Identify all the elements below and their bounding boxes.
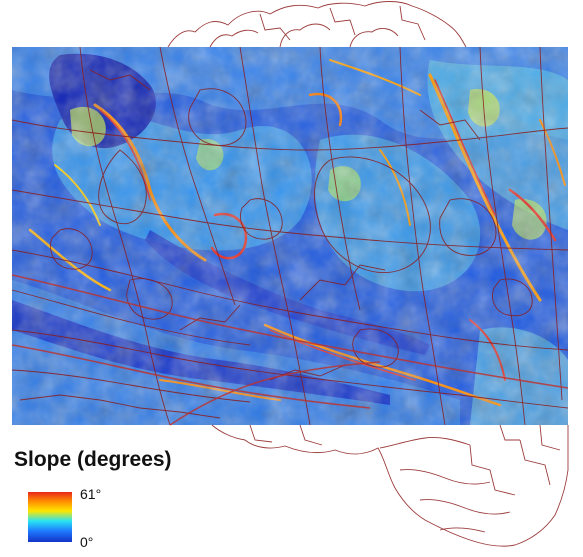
legend-title: Slope (degrees) — [14, 448, 172, 471]
legend-min-label: 0° — [80, 534, 94, 550]
boundary-lines — [11, 1, 569, 547]
slope-raster — [12, 47, 568, 425]
legend-color-ramp — [28, 492, 72, 542]
major-lines — [11, 274, 569, 426]
legend-max-label: 61° — [80, 486, 102, 502]
